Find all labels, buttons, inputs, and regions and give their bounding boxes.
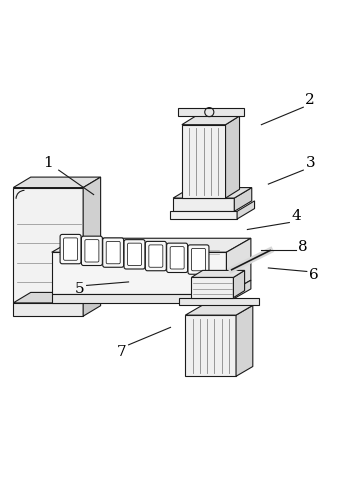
FancyBboxPatch shape (106, 241, 120, 264)
Text: 3: 3 (305, 156, 315, 170)
Polygon shape (233, 270, 245, 298)
Polygon shape (179, 298, 259, 305)
Polygon shape (182, 125, 225, 198)
Polygon shape (191, 270, 245, 277)
Polygon shape (185, 305, 253, 315)
FancyBboxPatch shape (145, 241, 166, 271)
FancyBboxPatch shape (81, 236, 102, 265)
Text: 2: 2 (305, 93, 315, 107)
FancyBboxPatch shape (60, 234, 81, 264)
Polygon shape (52, 238, 251, 252)
Text: 7: 7 (117, 345, 126, 359)
Polygon shape (173, 198, 234, 211)
FancyBboxPatch shape (127, 243, 142, 265)
FancyBboxPatch shape (149, 245, 163, 267)
Polygon shape (83, 292, 100, 316)
FancyBboxPatch shape (85, 240, 99, 262)
Polygon shape (13, 303, 83, 316)
Polygon shape (237, 201, 255, 219)
Polygon shape (13, 177, 100, 188)
Text: 1: 1 (43, 156, 53, 170)
Polygon shape (234, 188, 252, 211)
Polygon shape (225, 116, 240, 198)
Text: 6: 6 (309, 268, 319, 282)
Polygon shape (236, 305, 253, 376)
Polygon shape (185, 315, 236, 376)
FancyBboxPatch shape (166, 243, 188, 273)
Text: 8: 8 (299, 240, 308, 254)
FancyBboxPatch shape (191, 248, 206, 271)
Polygon shape (83, 177, 100, 303)
Polygon shape (170, 211, 237, 219)
FancyBboxPatch shape (124, 240, 145, 269)
Polygon shape (13, 188, 83, 303)
Text: 4: 4 (291, 208, 301, 223)
FancyBboxPatch shape (103, 238, 124, 267)
FancyBboxPatch shape (170, 247, 184, 269)
Polygon shape (13, 292, 100, 303)
Polygon shape (182, 116, 240, 125)
Polygon shape (191, 277, 233, 298)
FancyBboxPatch shape (64, 238, 77, 260)
FancyBboxPatch shape (188, 245, 209, 274)
Text: 5: 5 (75, 282, 84, 296)
Polygon shape (52, 294, 226, 303)
Polygon shape (226, 280, 251, 303)
Polygon shape (173, 188, 252, 198)
Polygon shape (52, 252, 226, 294)
Polygon shape (226, 238, 251, 294)
Polygon shape (178, 108, 244, 116)
